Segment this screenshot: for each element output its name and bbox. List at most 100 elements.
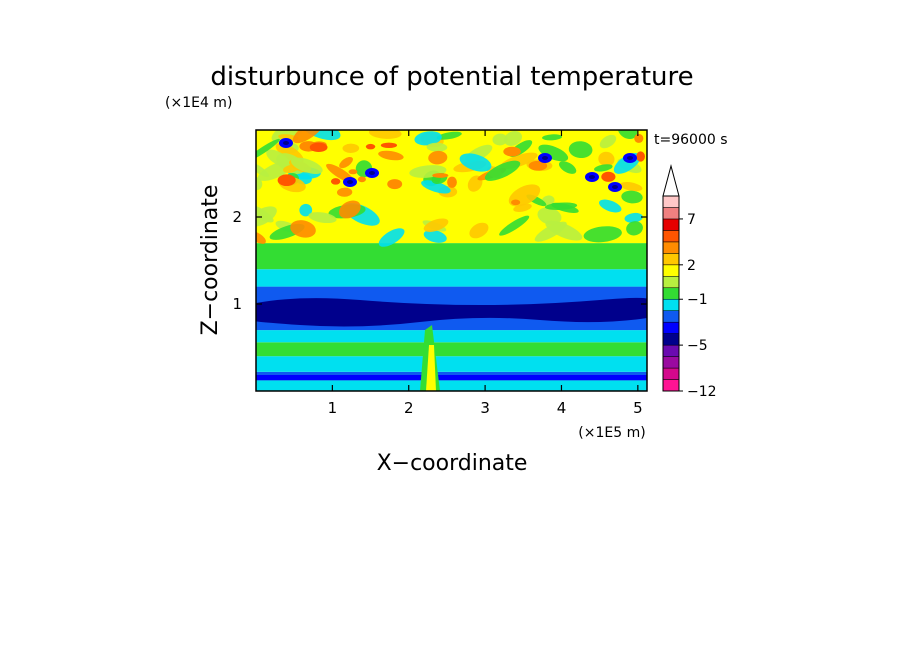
wave-blob (484, 160, 521, 181)
warm-core (348, 169, 358, 175)
warm-core (634, 133, 644, 143)
wave-blob (598, 151, 615, 167)
wave-blob (299, 203, 313, 217)
warm-core (601, 171, 616, 182)
colorbar-segment (662, 298, 680, 311)
warm-core (277, 174, 296, 187)
wave-blob (624, 212, 643, 223)
y-unit-label: (×1E4 m) (165, 95, 232, 111)
warm-core (447, 176, 457, 188)
wave-blob (583, 226, 622, 243)
colorbar-segment (662, 356, 680, 369)
chart-title: disturbunce of potential temperature (210, 62, 693, 92)
x-tick-label: 3 (480, 399, 490, 417)
colorbar-segment (662, 287, 680, 300)
cold-core-center (369, 171, 375, 175)
wave-blob (504, 130, 523, 146)
wave-blob (599, 134, 617, 149)
wave-blob (342, 143, 360, 153)
warm-core (309, 142, 328, 153)
cold-core-center (612, 185, 618, 189)
colorbar-segment (662, 253, 680, 266)
colorbar-segment (662, 230, 680, 243)
wave-blob (469, 222, 489, 239)
x-tick-label: 5 (633, 399, 643, 417)
wave-blob (256, 206, 277, 227)
wave-blob (292, 130, 324, 144)
x-axis: 1 2 3 4 5 (328, 130, 643, 417)
x-tick-label: 2 (404, 399, 414, 417)
colorbar-segment (662, 344, 680, 357)
cold-core-center (589, 175, 595, 179)
wave-blob (559, 161, 577, 174)
wave-blob (290, 157, 323, 174)
x-axis-label: X−coordinate (377, 451, 528, 476)
wave-blob (594, 164, 613, 172)
wave-blob (534, 221, 567, 242)
x-unit-label: (×1E5 m) (578, 425, 645, 441)
time-label: t=96000 s (654, 132, 728, 148)
wave-blob (290, 220, 316, 238)
warm-core (432, 173, 449, 178)
y-axis-label: Z−coordinate (198, 185, 223, 336)
wave-blob (256, 138, 280, 162)
wave-blob (544, 202, 578, 210)
wave-blob (599, 199, 622, 213)
wave-blob (619, 182, 643, 192)
wave-blob (436, 131, 462, 140)
y-tick-label: 1 (232, 295, 242, 313)
cold-core-center (347, 180, 353, 184)
colorbar-segment (662, 218, 680, 231)
colorbar-segment (662, 333, 680, 346)
contour-band (256, 356, 647, 372)
wave-blob (626, 221, 643, 236)
colorbar-label: −12 (687, 384, 717, 400)
surface-cold-layer (256, 375, 647, 380)
cold-band-core (256, 297, 647, 327)
wave-blob (492, 133, 508, 146)
wave-blob (568, 141, 593, 159)
warm-core (380, 142, 398, 149)
colorbar-extend-arrow (662, 164, 680, 197)
contour-band (256, 342, 647, 357)
warm-core (357, 176, 366, 183)
colorbar-segment (662, 367, 680, 380)
warm-core (365, 143, 376, 150)
plume-core (426, 345, 436, 391)
cold-core-center (283, 141, 289, 145)
contour-band (256, 330, 647, 343)
wave-blob (256, 231, 266, 244)
cold-core-center (542, 156, 548, 160)
colorbar-segment (662, 379, 680, 392)
warm-core (511, 199, 521, 206)
wave-blob (336, 187, 353, 197)
wave-blob (542, 134, 562, 141)
colorbar-segment (662, 321, 680, 334)
wave-blob (338, 200, 361, 219)
colorbar-segment (662, 241, 680, 254)
wave-blob (423, 229, 447, 243)
wave-blob (499, 215, 530, 236)
wave-blob (421, 180, 451, 194)
wave-blob (378, 150, 404, 161)
colorbar-frame (662, 195, 680, 392)
colorbar-label: 7 (687, 212, 696, 228)
x-tick-label: 4 (557, 399, 567, 417)
warm-core (636, 151, 645, 162)
wave-blob (339, 156, 353, 169)
warm-core (330, 178, 341, 185)
colorbar-label: −1 (687, 292, 708, 308)
warm-core (503, 146, 521, 157)
colorbar-segment (662, 310, 680, 323)
wave-blob (308, 212, 337, 224)
wave-blob (423, 218, 449, 232)
warm-core (387, 179, 403, 190)
plot-frame (255, 129, 648, 392)
wave-blob (414, 131, 442, 146)
colorbar-segment (662, 276, 680, 289)
colorbar-label: 2 (687, 258, 696, 274)
colorbar-segment (662, 264, 680, 277)
colorbar-label: −5 (687, 338, 708, 354)
contour-field (256, 130, 647, 391)
